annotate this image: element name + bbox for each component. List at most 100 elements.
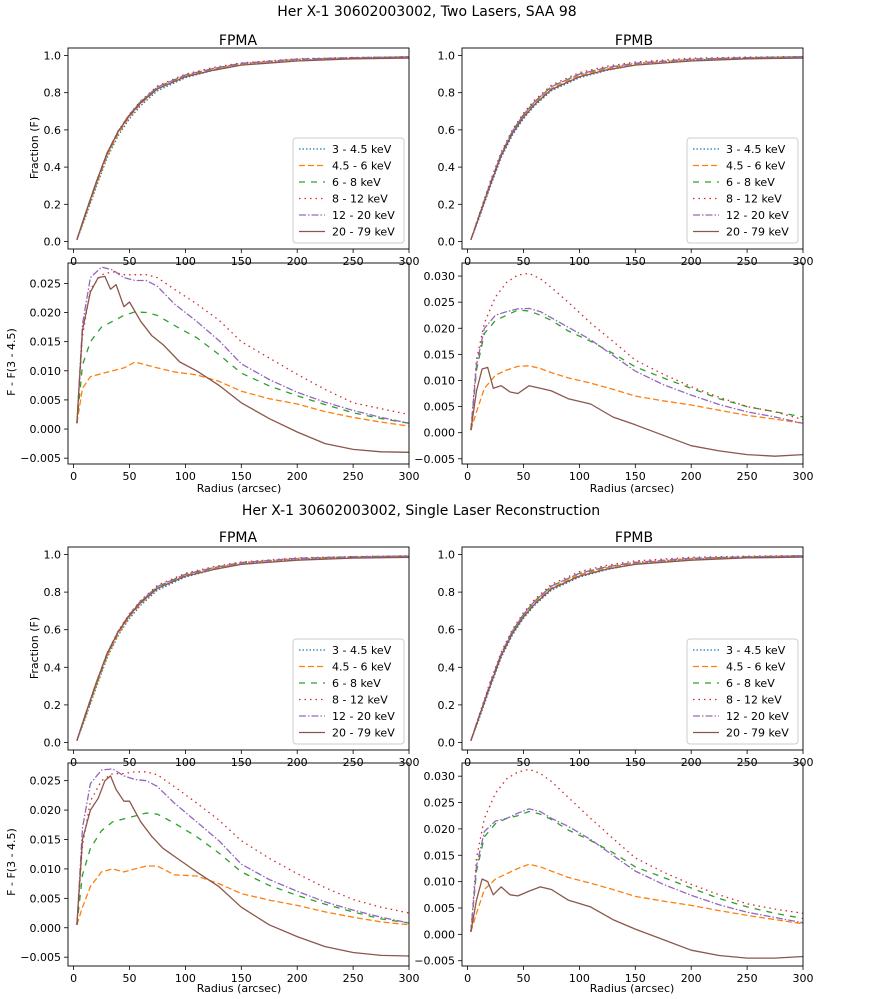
x-tick-label: 300 bbox=[399, 470, 420, 483]
y-axis-label-diff-bottom: F - F(3 - 4.5) bbox=[5, 828, 18, 896]
x-tick-label: 100 bbox=[175, 470, 196, 483]
legend-label: 6 - 8 keV bbox=[726, 677, 775, 690]
series-line-4-5-6-kev bbox=[76, 865, 409, 926]
legend-label: 3 - 4.5 keV bbox=[726, 644, 786, 657]
legend-label: 4.5 - 6 keV bbox=[332, 661, 392, 674]
y-tick-label: 0.0 bbox=[438, 236, 456, 249]
panel-title-fpma-bottom: FPMA bbox=[219, 530, 258, 546]
y-tick-label: 0.030 bbox=[424, 270, 456, 283]
y-tick-label: 0.020 bbox=[424, 322, 456, 335]
legend-label: 6 - 8 keV bbox=[726, 176, 775, 189]
y-tick-label: 0.2 bbox=[44, 198, 62, 211]
y-tick-label: 0.030 bbox=[424, 770, 456, 783]
y-tick-label: 1.0 bbox=[44, 549, 62, 562]
y-tick-label: 0.025 bbox=[424, 797, 456, 810]
y-tick-label: 0.2 bbox=[438, 699, 456, 712]
y-tick-label: 0.025 bbox=[30, 277, 62, 290]
x-tick-label: 250 bbox=[737, 756, 758, 769]
y-tick-label: 1.0 bbox=[438, 549, 456, 562]
x-tick-label: 150 bbox=[625, 470, 646, 483]
x-tick-label: 200 bbox=[681, 972, 702, 985]
series-line-4-5-6-kev bbox=[470, 863, 803, 932]
legend-label: 6 - 8 keV bbox=[332, 176, 381, 189]
legend-label: 12 - 20 keV bbox=[332, 710, 395, 723]
chart-s2-fpma-diff: 0 50 100 150 200 250 300 −0.005 0.000 0.005 0.010 0… bbox=[20, 762, 420, 985]
legend: 3 - 4.5 keV 4.5 - 6 keV 6 - 8 keV 8 - 12 ke… bbox=[686, 638, 799, 745]
chart-s1-fpma-diff: 0 50 100 150 200 250 300 −0.005 0.000 0.005 0.010 0… bbox=[20, 262, 420, 483]
y-tick-label: 0.000 bbox=[30, 423, 62, 436]
axes-frame bbox=[461, 762, 804, 967]
legend-label: 8 - 12 keV bbox=[332, 694, 388, 707]
x-tick-label: 150 bbox=[625, 756, 646, 769]
series-line-12-20-kev bbox=[76, 768, 409, 925]
x-tick-label: 300 bbox=[793, 972, 814, 985]
y-tick-label: −0.005 bbox=[414, 453, 455, 466]
y-tick-label: 0.025 bbox=[424, 296, 456, 309]
axes-frame bbox=[67, 546, 410, 751]
y-tick-label: 0.2 bbox=[44, 699, 62, 712]
x-tick-label: 100 bbox=[175, 972, 196, 985]
y-tick-label: 0.6 bbox=[44, 124, 62, 137]
legend-label: 20 - 79 keV bbox=[726, 226, 789, 239]
x-tick-label: 150 bbox=[231, 470, 252, 483]
series-line-12-20-kev bbox=[470, 307, 803, 431]
x-tick-label: 250 bbox=[737, 470, 758, 483]
legend-label: 12 - 20 keV bbox=[726, 209, 789, 222]
x-tick-label: 50 bbox=[122, 972, 136, 985]
x-tick-label: 0 bbox=[70, 255, 77, 268]
chart-s2-fpma-frac: 0 50 100 150 200 250 300 0.0 0.2 0.4 0.6 0.8 1.0 3 - … bbox=[44, 546, 420, 769]
chart-s2-fpmb-frac: 0 50 100 150 200 250 300 0.0 0.2 0.4 0.6 0.8 1.0 3 - … bbox=[438, 546, 814, 769]
y-tick-label: 0.2 bbox=[438, 198, 456, 211]
x-tick-label: 300 bbox=[793, 756, 814, 769]
x-tick-label: 250 bbox=[343, 470, 364, 483]
x-tick-label: 200 bbox=[287, 756, 308, 769]
y-tick-label: 0.4 bbox=[438, 161, 456, 174]
x-tick-label: 50 bbox=[122, 470, 136, 483]
y-tick-label: 0.6 bbox=[438, 124, 456, 137]
x-tick-label: 50 bbox=[516, 972, 530, 985]
x-tick-label: 0 bbox=[464, 972, 471, 985]
series-line-8-12-kev bbox=[76, 771, 409, 925]
chart-s1-fpma-frac: 0 50 100 150 200 250 300 0.0 0.2 0.4 0.6 0.8 1.0 3 - … bbox=[44, 47, 420, 268]
series-line-8-12-kev bbox=[76, 271, 409, 424]
y-tick-label: 0.8 bbox=[44, 586, 62, 599]
panel-title-fpmb-bottom: FPMB bbox=[615, 530, 653, 546]
legend-label: 12 - 20 keV bbox=[726, 710, 789, 723]
series-line-12-20-kev bbox=[76, 266, 409, 424]
y-tick-label: −0.005 bbox=[414, 955, 455, 968]
y-tick-label: 1.0 bbox=[438, 49, 456, 62]
x-tick-label: 100 bbox=[569, 470, 590, 483]
x-tick-label: 100 bbox=[569, 972, 590, 985]
x-tick-label: 0 bbox=[464, 255, 471, 268]
x-tick-label: 50 bbox=[122, 255, 136, 268]
series-line-20-79-kev bbox=[76, 57, 409, 240]
y-tick-label: 0.8 bbox=[438, 586, 456, 599]
y-tick-label: 0.000 bbox=[424, 928, 456, 941]
x-tick-label: 300 bbox=[793, 470, 814, 483]
series-line-4-5-6-kev bbox=[76, 361, 409, 427]
x-tick-label: 250 bbox=[737, 255, 758, 268]
x-tick-label: 100 bbox=[569, 255, 590, 268]
y-tick-label: 0.6 bbox=[438, 624, 456, 637]
series-line-8-12-kev bbox=[470, 768, 803, 932]
series-line-20-79-kev bbox=[470, 556, 803, 741]
series-line-8-12-kev bbox=[470, 554, 803, 741]
x-tick-label: 50 bbox=[516, 255, 530, 268]
axes-frame bbox=[461, 262, 804, 465]
y-tick-label: 0.025 bbox=[30, 775, 62, 788]
section-title-bottom: Her X-1 30602003002, Single Laser Recons… bbox=[242, 503, 600, 519]
x-tick-label: 200 bbox=[681, 756, 702, 769]
y-tick-label: 0.015 bbox=[30, 336, 62, 349]
legend-label: 6 - 8 keV bbox=[332, 677, 381, 690]
y-tick-label: 0.000 bbox=[424, 427, 456, 440]
y-tick-label: 0.010 bbox=[30, 365, 62, 378]
series-line-12-20-kev bbox=[470, 555, 803, 741]
y-tick-label: 0.0 bbox=[44, 236, 62, 249]
y-tick-label: 0.010 bbox=[424, 374, 456, 387]
x-tick-label: 150 bbox=[231, 756, 252, 769]
axes-frame bbox=[67, 262, 410, 465]
x-axis-label-2: Radius (arcsec) bbox=[590, 482, 675, 495]
series-line-20-79-kev bbox=[470, 57, 803, 240]
x-tick-label: 150 bbox=[231, 972, 252, 985]
